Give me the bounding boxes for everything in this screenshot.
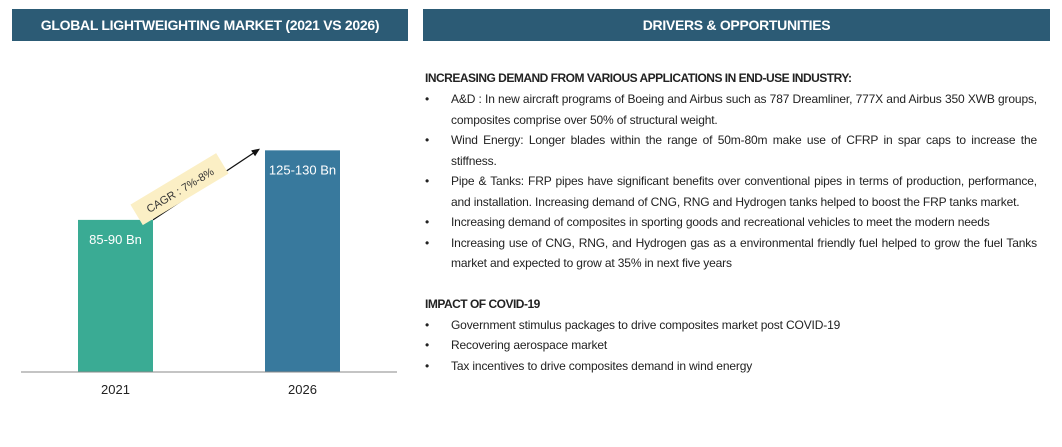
list-item: • A&D : In new aircraft programs of Boein…: [425, 89, 1037, 130]
list-item: • Wind Energy: Longer blades within the r…: [425, 130, 1037, 171]
bullet-icon: •: [425, 358, 430, 373]
x-tick-label: 2021: [101, 382, 130, 397]
list-item: • Government stimulus packages to drive c…: [425, 315, 1037, 336]
list-item-text: Increasing demand of composites in sport…: [451, 215, 990, 229]
list-item-text: Wind Energy: Longer blades within the ra…: [451, 133, 1037, 168]
bullet-icon: •: [425, 215, 430, 229]
left-panel-title: GLOBAL LIGHTWEIGHTING MARKET (2021 VS 20…: [12, 9, 408, 41]
bullet-icon: •: [425, 338, 430, 352]
list-item-text: Government stimulus packages to drive co…: [451, 317, 841, 332]
bullet-icon: •: [425, 133, 430, 147]
bullet-icon: •: [425, 235, 430, 250]
list-item: • Recovering aerospace market: [425, 335, 1037, 356]
section-heading-covid: IMPACT OF COVID-19: [425, 296, 540, 311]
list-item: • Increasing demand of composites in spor…: [425, 212, 1037, 233]
bullet-icon: •: [425, 317, 430, 332]
bar-2026: [265, 150, 340, 372]
bullet-icon: •: [425, 174, 430, 188]
data-label: 125-130 Bn: [269, 162, 336, 177]
cagr-annotation: CAGR : 7%-8%: [130, 153, 229, 226]
list-item-text: Tax incentives to drive composites deman…: [451, 358, 753, 373]
market-bar-chart: 85-90 Bn 2021 125-130 Bn 2026 CAGR : 7%-8%: [21, 148, 397, 397]
list-item: • Tax incentives to drive composites dema…: [425, 356, 1037, 377]
drivers-text: INCREASING DEMAND FROM VARIOUS APPLICATI…: [425, 70, 1037, 376]
list-item-text: Pipe & Tanks: FRP pipes have significant…: [451, 174, 1037, 209]
list-item-text: Increasing use of CNG, RNG, and Hydrogen…: [451, 235, 1037, 271]
list-item: • Increasing use of CNG, RNG, and Hydroge…: [425, 233, 1037, 274]
right-panel-title: DRIVERS & OPPORTUNITIES: [423, 9, 1050, 41]
list-item: • Pipe & Tanks: FRP pipes have significan…: [425, 171, 1037, 212]
section-heading-demand: INCREASING DEMAND FROM VARIOUS APPLICATI…: [425, 71, 852, 85]
cagr-box: [130, 153, 229, 226]
bullet-icon: •: [425, 92, 430, 106]
covid-list: • Government stimulus packages to drive c…: [425, 315, 1037, 377]
bar-2021: [78, 219, 153, 372]
list-item-text: A&D : In new aircraft programs of Boeing…: [451, 92, 1037, 127]
data-label: 85-90 Bn: [89, 232, 142, 247]
x-tick-label: 2026: [288, 382, 317, 397]
list-item-text: Recovering aerospace market: [451, 338, 608, 352]
demand-list: • A&D : In new aircraft programs of Boein…: [425, 89, 1037, 274]
